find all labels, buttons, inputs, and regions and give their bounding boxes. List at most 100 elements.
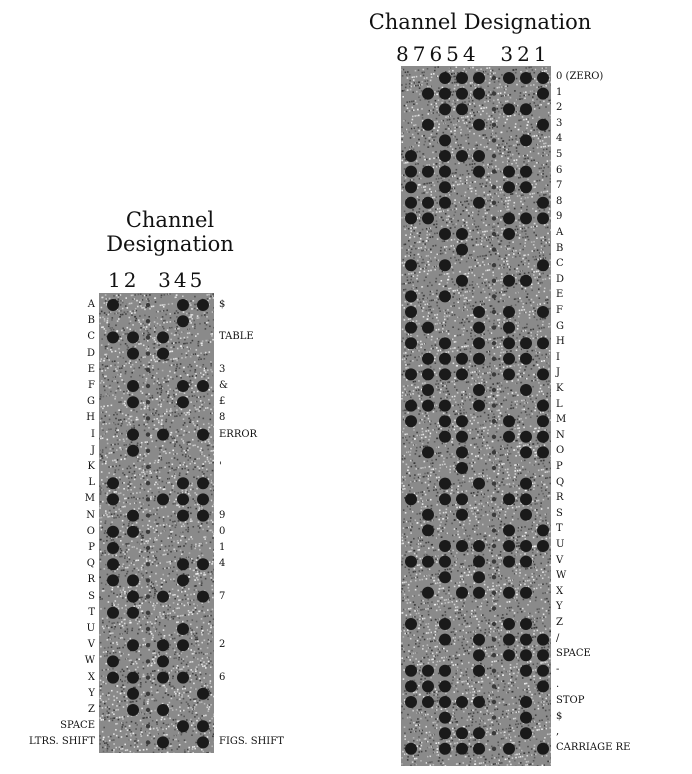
tape-texture xyxy=(496,418,498,421)
tape-texture xyxy=(437,66,439,68)
tape-texture xyxy=(99,398,102,400)
tape-texture xyxy=(156,721,158,723)
tape-texture xyxy=(404,346,406,348)
tape-texture xyxy=(161,415,164,417)
tape-texture xyxy=(210,614,212,617)
tape-texture xyxy=(142,644,144,646)
tape-texture xyxy=(183,685,185,688)
tape-texture xyxy=(432,411,435,413)
tape-texture xyxy=(535,596,537,599)
tape-texture xyxy=(186,556,189,559)
tape-texture xyxy=(111,317,114,319)
tape-texture xyxy=(109,638,112,641)
tape-texture xyxy=(189,409,191,412)
tape-texture xyxy=(161,752,163,753)
tape-texture xyxy=(198,652,200,654)
tape-texture xyxy=(102,421,104,424)
tape-texture xyxy=(151,658,154,661)
tape-texture xyxy=(117,486,120,489)
tape-texture xyxy=(176,357,178,360)
tape-texture xyxy=(178,746,180,748)
tape-texture xyxy=(176,441,178,443)
tape-texture xyxy=(178,474,181,476)
tape-texture xyxy=(149,583,152,586)
tape-texture xyxy=(181,634,184,637)
tape-texture xyxy=(209,658,211,661)
tape-texture xyxy=(137,684,140,686)
tape-texture xyxy=(121,686,124,689)
tape-texture xyxy=(140,402,142,404)
tape-texture xyxy=(196,598,199,601)
tape-texture xyxy=(201,376,203,378)
tape-texture xyxy=(137,305,139,308)
tape-texture xyxy=(543,326,545,329)
tape-texture xyxy=(146,346,148,348)
tape-texture xyxy=(403,289,405,291)
tape-texture xyxy=(122,513,125,516)
tape-texture xyxy=(414,211,417,214)
tape-texture xyxy=(489,332,491,335)
tape-texture xyxy=(449,465,452,468)
tape-texture xyxy=(153,559,156,561)
tape-texture xyxy=(115,734,118,737)
tape-texture xyxy=(491,549,493,551)
sprocket-hole xyxy=(145,497,151,502)
tape-texture xyxy=(212,572,214,575)
tape-texture xyxy=(182,523,185,525)
tape-texture xyxy=(115,461,118,463)
tape-texture xyxy=(142,673,145,676)
tape-texture xyxy=(207,708,210,710)
tape-texture xyxy=(421,418,423,421)
tape-texture xyxy=(144,417,147,420)
tape-texture xyxy=(141,707,143,710)
tape-texture xyxy=(121,668,124,671)
tape-texture xyxy=(111,703,114,706)
tape-texture xyxy=(169,370,171,373)
tape-texture xyxy=(149,466,152,469)
tape-texture xyxy=(174,526,177,529)
tape-texture xyxy=(206,522,208,524)
tape-texture xyxy=(207,339,209,342)
tape-texture xyxy=(159,399,162,402)
tape-texture xyxy=(460,294,462,297)
tape-texture xyxy=(131,371,133,374)
tape-texture xyxy=(166,523,168,526)
tape-texture xyxy=(147,347,150,350)
tape-texture xyxy=(431,734,433,736)
tape-texture xyxy=(125,313,127,315)
letter-label: E xyxy=(87,363,95,376)
tape-texture xyxy=(517,264,520,267)
tape-texture xyxy=(171,350,174,353)
tape-texture xyxy=(484,212,487,215)
tape-texture xyxy=(162,488,165,491)
tape-texture xyxy=(130,663,132,666)
tape-texture xyxy=(119,748,121,750)
tape-texture xyxy=(121,412,124,415)
tape-texture xyxy=(190,383,192,386)
tape-texture xyxy=(176,466,178,469)
tape-texture xyxy=(153,737,156,740)
tape-texture xyxy=(154,327,157,329)
tape-texture xyxy=(137,359,140,361)
tape-texture xyxy=(103,328,106,330)
tape-texture xyxy=(419,748,422,750)
tape-texture xyxy=(157,507,159,509)
tape-texture xyxy=(463,605,465,607)
tape-texture xyxy=(116,685,119,687)
tape-texture xyxy=(192,672,194,675)
tape-texture xyxy=(198,574,200,577)
tape-texture xyxy=(129,362,132,364)
tape-texture xyxy=(170,326,173,329)
tape-texture xyxy=(436,202,438,204)
tape-texture xyxy=(149,716,151,718)
tape-texture xyxy=(169,618,171,620)
tape-texture xyxy=(120,448,123,451)
tape-texture xyxy=(531,114,533,117)
tape-texture xyxy=(211,295,214,297)
tape-texture xyxy=(196,390,199,393)
left-tape-title: Channel Designation xyxy=(100,208,240,256)
tape-texture xyxy=(177,329,179,332)
tape-texture xyxy=(184,455,187,458)
tape-texture xyxy=(177,740,180,742)
tape-texture xyxy=(142,477,145,479)
